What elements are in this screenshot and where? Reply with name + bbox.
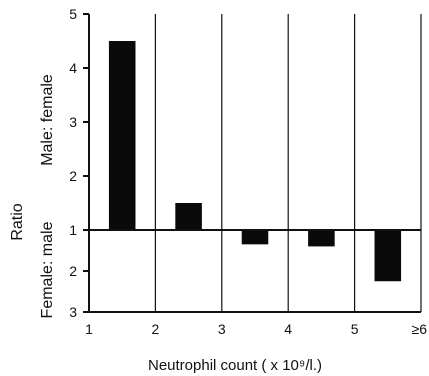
- y-axis-label: Ratio: [9, 203, 26, 240]
- x-tick-label: 5: [351, 321, 359, 337]
- y-tick-label: 2: [69, 263, 77, 279]
- bar-4: [308, 230, 335, 247]
- grid-lines: [154, 14, 422, 312]
- x-axis-label: Neutrophil count ( x 10⁹/l.): [148, 357, 322, 374]
- x-tick-label: ≥6: [412, 321, 428, 337]
- x-tick-label: 2: [152, 321, 160, 337]
- y-tick-label: 3: [69, 304, 77, 320]
- y-tick-label: 4: [69, 60, 77, 76]
- y-tick-label: 2: [69, 168, 77, 184]
- bar-5: [374, 230, 402, 282]
- bars: [108, 41, 402, 282]
- y-tick-label: 5: [69, 6, 77, 22]
- upper-region-label: Male: female: [39, 74, 56, 166]
- y-tick-label: 3: [69, 114, 77, 130]
- bar-3: [241, 230, 269, 245]
- x-tick-label: 3: [218, 321, 226, 337]
- lower-region-label: Female: male: [39, 221, 56, 318]
- x-tick-label: 1: [85, 321, 93, 337]
- bar-1: [108, 41, 136, 230]
- bar-2: [175, 203, 202, 230]
- y-tick-labels: 5 4 3 2 1 2 3: [69, 6, 89, 320]
- x-tick-labels: 1 2 3 4 5 ≥6: [85, 321, 427, 337]
- y-tick-label: 1: [69, 222, 77, 238]
- axes: [88, 14, 421, 313]
- x-tick-label: 4: [284, 321, 292, 337]
